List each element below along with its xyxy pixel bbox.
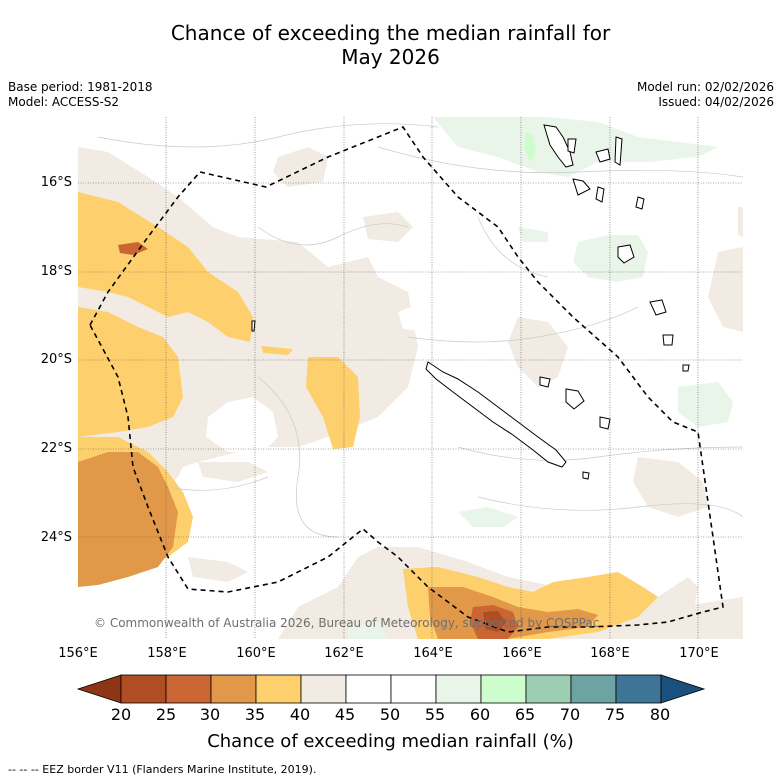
lat-label-24s: 24°S (40, 530, 72, 545)
lat-label-18s: 18°S (40, 264, 72, 279)
lon-label-162e: 162°E (324, 646, 364, 661)
graticule (78, 117, 743, 639)
colorbar-segment-c30_35 (210, 674, 257, 704)
colorbar-extend-high (660, 674, 706, 704)
model-name: Model: ACCESS-S2 (8, 95, 120, 109)
colorbar-segment-c20_25 (120, 674, 167, 704)
colorbar (76, 674, 706, 704)
colorbar-title: Chance of exceeding median rainfall (%) (207, 731, 574, 752)
cb-tick-55: 55 (424, 705, 446, 724)
colorbar-segment-c55_60 (435, 674, 482, 704)
loyalty-island-ouvea (539, 376, 551, 388)
colorbar-extend-low (76, 674, 122, 704)
coastlines (251, 124, 690, 480)
new-caledonia-island (425, 361, 567, 468)
map-title-line2: May 2026 (341, 45, 440, 69)
lat-label-22s: 22°S (40, 441, 72, 456)
cb-tick-50: 50 (379, 705, 401, 724)
cb-tick-20: 20 (110, 705, 132, 724)
lon-label-160e: 160°E (236, 646, 276, 661)
cb-tick-45: 45 (334, 705, 356, 724)
vanuatu-islet (567, 138, 577, 154)
colorbar-segment-c40_45 (300, 674, 347, 704)
copyright-notice: © Commonwealth of Australia 2026, Bureau… (94, 616, 599, 630)
colorbar-segment-c65_70 (525, 674, 572, 704)
vanuatu-erromango (649, 299, 667, 316)
base-period: Base period: 1981-2018 (8, 80, 153, 94)
cb-tick-80: 80 (649, 705, 671, 724)
loyalty-island-mare (599, 416, 611, 430)
lon-label-168e: 168°E (590, 646, 630, 661)
cb-tick-40: 40 (289, 705, 311, 724)
colorbar-segment-c35_40 (255, 674, 302, 704)
lon-label-166e: 166°E (502, 646, 542, 661)
isle-of-pines (582, 471, 590, 480)
vanuatu-malakula (572, 178, 591, 196)
eez-legend-note: -- -- -- EEZ border V11 (Flanders Marine… (8, 763, 317, 776)
vanuatu-maewo (614, 136, 623, 166)
green-region (524, 132, 536, 162)
colorbar-segment-c60_65 (480, 674, 527, 704)
cb-tick-75: 75 (604, 705, 626, 724)
colorbar-segment-c75_80 (615, 674, 662, 704)
colorbar-segment-c70_75 (570, 674, 617, 704)
colorbar-segment-c50_55 (390, 674, 437, 704)
map-title-line1: Chance of exceeding the median rainfall … (170, 21, 611, 45)
loyalty-island-lifou (565, 388, 585, 410)
cb-tick-60: 60 (469, 705, 491, 724)
vanuatu-epi (635, 196, 645, 210)
lon-label-156e: 156°E (58, 646, 98, 661)
rainfall-map: © Commonwealth of Australia 2026, Bureau… (78, 117, 743, 639)
model-run: Model run: 02/02/2026 (636, 80, 774, 94)
vanuatu-espiritu-santo (543, 124, 574, 168)
cb-tick-25: 25 (155, 705, 177, 724)
vanuatu-ambae (595, 148, 611, 163)
left-metadata: Base period: 1981-2018 Model: ACCESS-S2 (8, 80, 153, 110)
reef-islet (251, 320, 256, 332)
cb-tick-65: 65 (514, 705, 536, 724)
lat-label-20s: 20°S (40, 352, 72, 367)
vanuatu-aneityum (682, 364, 690, 372)
colorbar-segment-c25_30 (165, 674, 212, 704)
colorbar-segment-c45_50 (345, 674, 392, 704)
vanuatu-ambrym (595, 186, 605, 203)
eez-border (89, 126, 724, 633)
vanuatu-efate (617, 244, 635, 264)
brown-regions (483, 611, 506, 632)
cb-tick-70: 70 (559, 705, 581, 724)
lon-label-158e: 158°E (147, 646, 187, 661)
contour-lines (97, 123, 743, 538)
lon-label-164e: 164°E (413, 646, 453, 661)
lon-label-170e: 170°E (679, 646, 719, 661)
cb-tick-30: 30 (199, 705, 221, 724)
right-metadata: Model run: 02/02/2026 Issued: 04/02/2026 (637, 80, 774, 110)
vanuatu-tanna (662, 334, 674, 346)
lat-label-16s: 16°S (40, 175, 72, 190)
issued-date: Issued: 04/02/2026 (658, 95, 774, 109)
cb-tick-35: 35 (244, 705, 266, 724)
